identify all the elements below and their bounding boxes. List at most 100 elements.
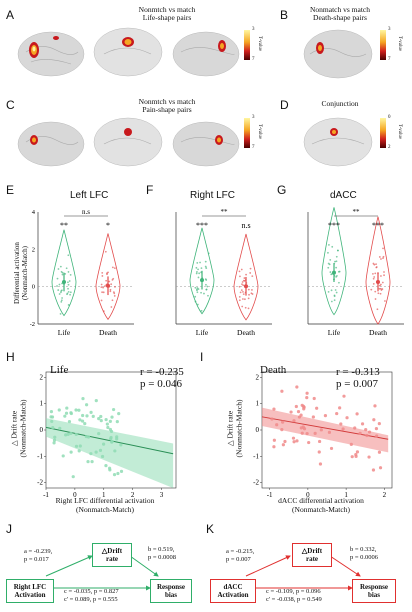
panel-letter-e: E: [6, 183, 15, 197]
mediation-j-a-2: p = 0.017: [24, 555, 49, 563]
scatter-xtick: -1: [267, 491, 273, 499]
scatter-point: [119, 443, 123, 447]
violin-plots: 420-2**Life*Deathn.s***Lifen.sDeath*****…: [30, 207, 404, 336]
scatter-point: [317, 450, 321, 454]
violin-g-title: dACC: [330, 190, 357, 201]
brain-c-medial: [93, 117, 163, 167]
scatter-point: [99, 419, 103, 423]
violin-point: [372, 272, 374, 275]
violin-point: [244, 306, 247, 309]
scatter-xtick: 0: [306, 491, 310, 499]
brain-c-colorbar: [244, 118, 250, 148]
scatter-point: [64, 433, 68, 437]
scatter-point: [77, 408, 81, 412]
violin-point: [112, 291, 115, 293]
violin-point: [238, 270, 241, 273]
scatter-point: [90, 460, 94, 464]
violin-point: [328, 244, 330, 246]
mediation-j-a-1: a = -0.239,: [24, 548, 53, 555]
scatter-ytick: -1: [253, 452, 259, 460]
violin-sig-between: n.s: [82, 208, 90, 216]
violin-point: [113, 267, 116, 270]
scatter-point: [117, 412, 121, 416]
violin-point: [58, 293, 61, 295]
scatter-h-p: p = 0.046: [140, 378, 182, 390]
scatter-point: [94, 450, 98, 454]
mediation-j-mediator-2: rate: [105, 555, 119, 563]
violin-point: [60, 300, 63, 303]
scatter-point: [53, 435, 57, 439]
brain-b-title-2: Death-shape pairs: [313, 13, 367, 22]
scatter-point: [64, 411, 69, 415]
scatter-i-ylabel-2: (Nonmatch-Match): [234, 399, 243, 458]
violin-point: [66, 292, 69, 295]
violin-point: [374, 290, 377, 293]
scatter-point: [81, 413, 85, 418]
violin-point: [370, 288, 373, 291]
violin-point: [67, 254, 70, 257]
violin-point: [240, 289, 243, 291]
scatter-point: [116, 471, 120, 476]
violin-point: [204, 260, 207, 263]
violin-point: [102, 310, 105, 313]
scatter-point: [289, 410, 293, 414]
scatter-i-r: r = -0.313: [336, 366, 380, 378]
scatter-point: [300, 431, 304, 435]
violin-point: [249, 272, 252, 274]
violin-point: [243, 277, 246, 279]
brain-a-lateral: [17, 31, 85, 77]
violin-point: [196, 262, 199, 264]
scatter-point: [83, 421, 87, 426]
scatter-point: [353, 426, 357, 430]
violin-point: [103, 285, 106, 288]
scatter-h-fit: [45, 426, 174, 455]
violin-point: [196, 303, 199, 306]
mediation-k-mediator-2: rate: [305, 555, 319, 563]
violin-point: [207, 294, 209, 297]
scatter-point: [109, 437, 113, 441]
violin-point: [196, 291, 199, 294]
scatter-point: [329, 446, 334, 451]
violin-point: [58, 283, 61, 286]
mediation-k-c-2: c' = -0.038, p = 0.549: [266, 595, 322, 603]
scatter-point: [85, 414, 89, 418]
mediation-j-mediator: △Drift rate: [92, 543, 132, 567]
scatter-i-title: Death: [260, 364, 287, 376]
violin-point: [198, 272, 201, 275]
violin-point: [379, 292, 382, 295]
violin-point: [200, 267, 203, 270]
scatter-i-p: p = 0.007: [336, 378, 378, 390]
scatter-point: [307, 440, 311, 445]
violin-point: [60, 270, 63, 273]
scatter-h-xlabel: Right LFC differential activation (Nonma…: [30, 496, 180, 514]
violin-point: [110, 306, 113, 308]
scatter-point: [373, 404, 377, 408]
violin-point: [336, 275, 338, 277]
violin-point: [196, 287, 199, 289]
mediation-arrows: [45, 555, 361, 591]
scatter-xtick: 1: [344, 491, 348, 499]
scatter-point: [97, 432, 101, 436]
panel-letter-k: K: [206, 522, 215, 536]
violin-ylabel-1: Differential activation: [13, 242, 21, 304]
scatter-point: [113, 449, 117, 453]
violin-point: [242, 284, 245, 287]
scatter-point: [77, 449, 81, 453]
scatter-point: [378, 466, 383, 470]
mediation-k-a: a = -0.215, p = 0.007: [226, 548, 254, 563]
scatter-h-ci-band: [46, 418, 174, 488]
scatter-point: [65, 406, 69, 410]
mediation-k-c-1: c = -0.109, p = 0.096: [266, 588, 321, 595]
scatter-point: [84, 403, 89, 407]
mediation-j-x: Right LFC Activation: [6, 579, 54, 603]
violin-point: [248, 293, 250, 296]
violin-point: [338, 270, 341, 273]
violin-point: [196, 270, 198, 273]
mediation-k-a-2: p = 0.007: [226, 555, 251, 563]
violin-point: [382, 247, 384, 250]
violin-point: [65, 267, 68, 270]
violin-point: [327, 251, 329, 254]
mediation-j-y: Response bias: [150, 579, 192, 603]
mediation-k-mediator: △Drift rate: [292, 543, 332, 567]
brain-b-title-1: Nonmatch vs match: [310, 5, 370, 14]
